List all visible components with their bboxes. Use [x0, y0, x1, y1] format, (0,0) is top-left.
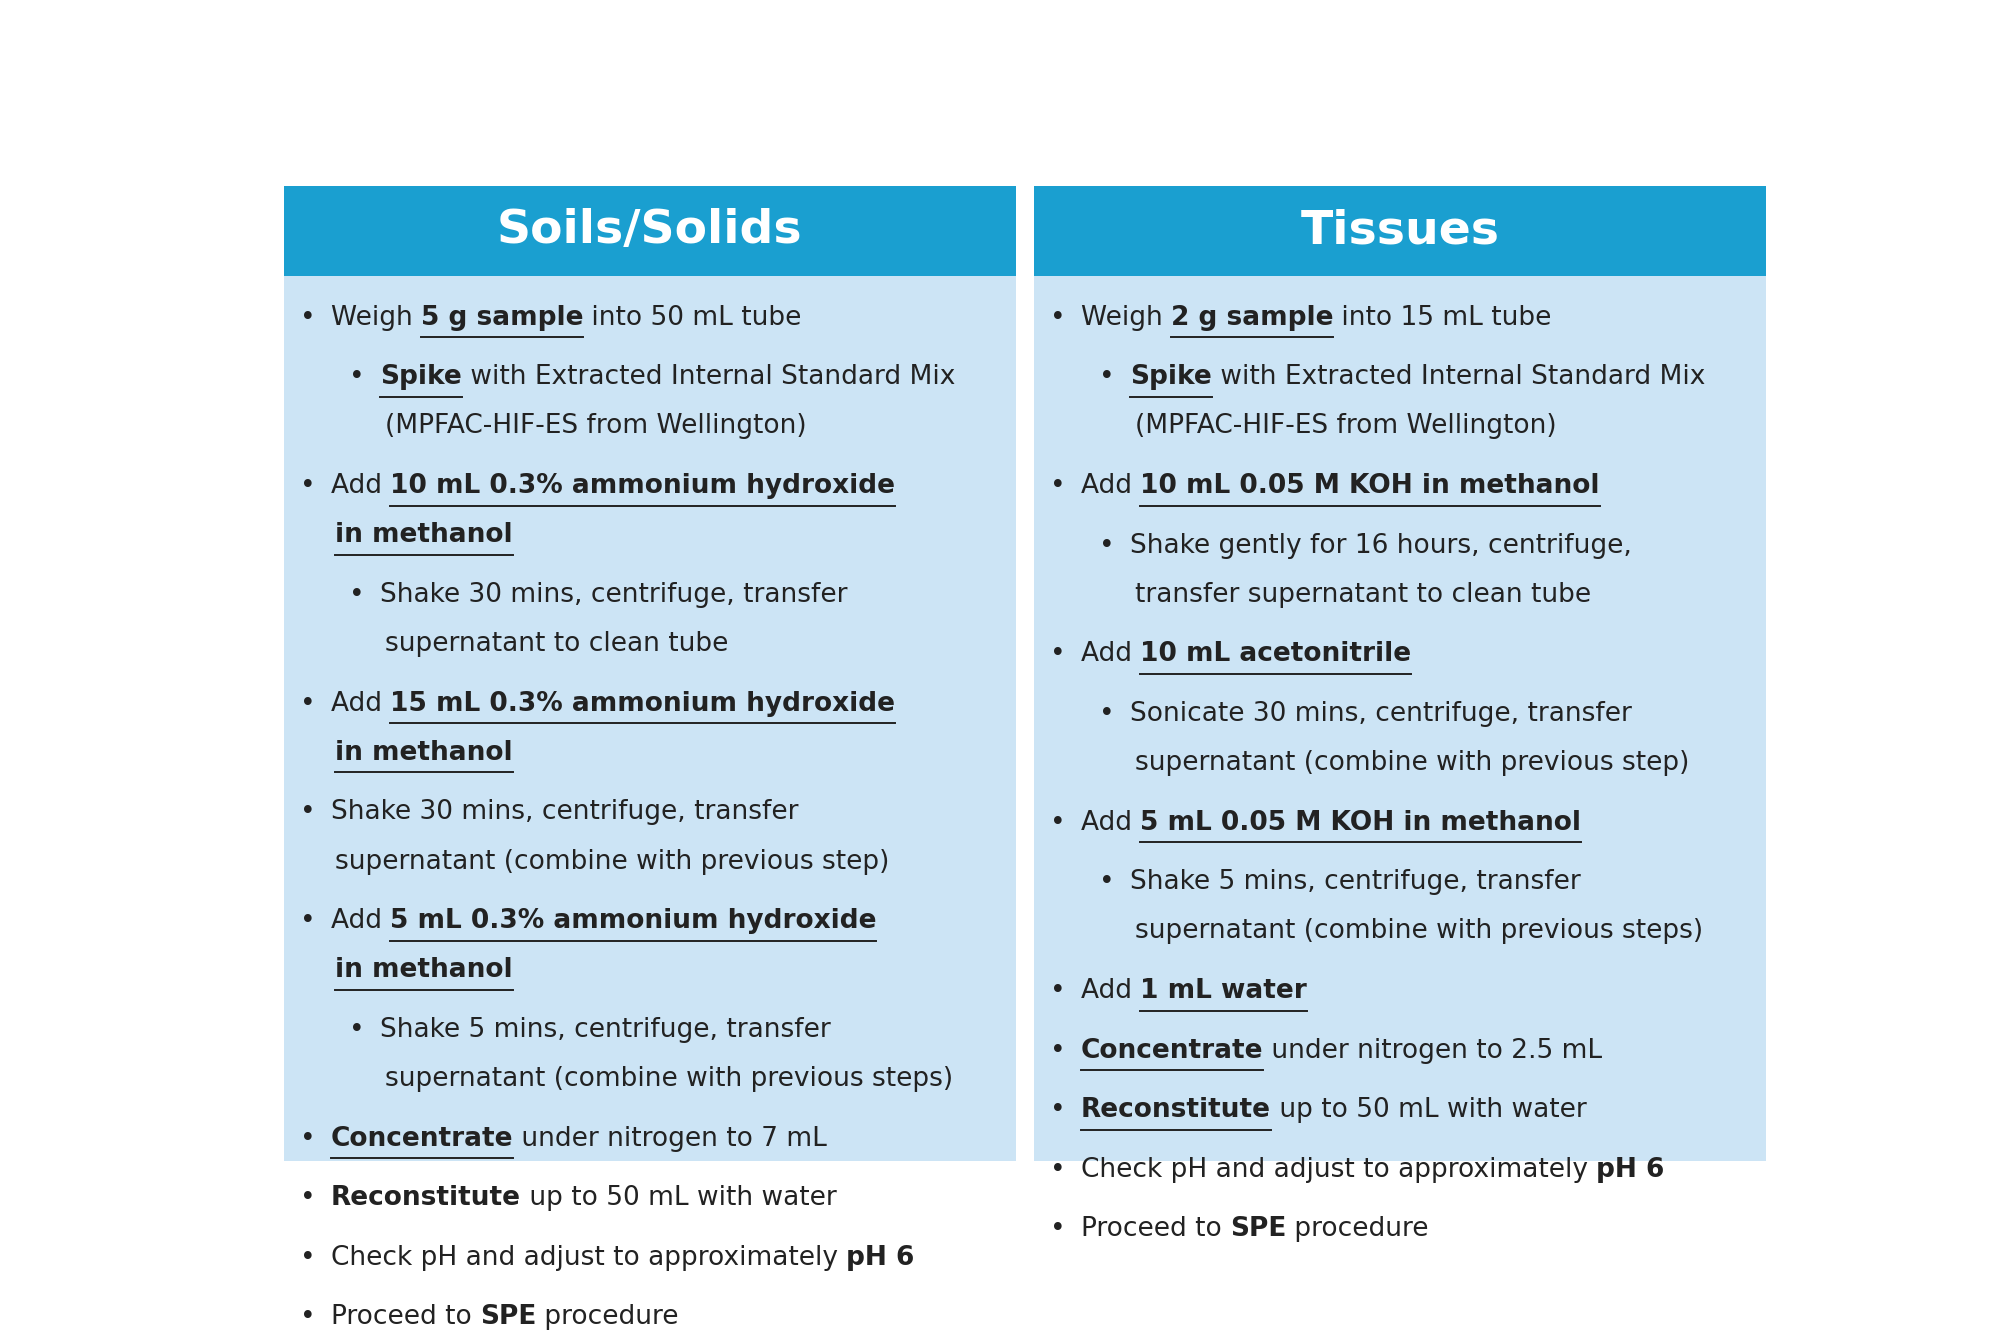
- Text: Add: Add: [330, 690, 390, 717]
- Text: in methanol: in methanol: [336, 957, 512, 984]
- Text: 10 mL 0.3% ammonium hydroxide: 10 mL 0.3% ammonium hydroxide: [390, 473, 894, 499]
- Text: •: •: [300, 1305, 316, 1330]
- FancyBboxPatch shape: [284, 276, 1016, 1161]
- Text: Shake 5 mins, centrifuge, transfer: Shake 5 mins, centrifuge, transfer: [380, 1017, 830, 1042]
- Text: Add: Add: [1080, 473, 1140, 499]
- Text: Spike: Spike: [380, 364, 462, 391]
- Text: up to 50 mL with water: up to 50 mL with water: [1270, 1097, 1586, 1124]
- Text: with Extracted Internal Standard Mix: with Extracted Internal Standard Mix: [1212, 364, 1706, 391]
- Text: in methanol: in methanol: [336, 523, 512, 548]
- Text: Check pH and adjust to approximately: Check pH and adjust to approximately: [1080, 1157, 1596, 1182]
- Text: •: •: [1100, 364, 1116, 391]
- Text: SPE: SPE: [480, 1305, 536, 1330]
- Text: in methanol: in methanol: [336, 740, 512, 766]
- Text: Add: Add: [1080, 809, 1140, 836]
- Text: under nitrogen to 2.5 mL: under nitrogen to 2.5 mL: [1264, 1037, 1602, 1064]
- Text: •: •: [350, 364, 364, 391]
- Text: 15 mL 0.3% ammonium hydroxide: 15 mL 0.3% ammonium hydroxide: [390, 690, 894, 717]
- Text: under nitrogen to 7 mL: under nitrogen to 7 mL: [514, 1126, 826, 1152]
- Text: •: •: [1050, 1157, 1066, 1182]
- Text: (MPFAC-HIF-ES from Wellington): (MPFAC-HIF-ES from Wellington): [1136, 413, 1556, 440]
- Text: •: •: [300, 1126, 316, 1152]
- Text: •: •: [350, 1017, 364, 1042]
- Text: •: •: [300, 1245, 316, 1270]
- Text: •: •: [1050, 978, 1066, 1004]
- Text: supernatant (combine with previous step): supernatant (combine with previous step): [336, 849, 890, 874]
- Text: into 50 mL tube: into 50 mL tube: [584, 305, 802, 331]
- Text: SPE: SPE: [1230, 1216, 1286, 1242]
- Text: up to 50 mL with water: up to 50 mL with water: [520, 1185, 836, 1212]
- Text: •: •: [1050, 473, 1066, 499]
- Text: •: •: [1050, 1216, 1066, 1242]
- Text: Check pH and adjust to approximately: Check pH and adjust to approximately: [330, 1245, 846, 1270]
- FancyBboxPatch shape: [284, 185, 1016, 276]
- Text: 5 mL 0.3% ammonium hydroxide: 5 mL 0.3% ammonium hydroxide: [390, 908, 876, 934]
- Text: •: •: [1100, 533, 1116, 559]
- Text: Add: Add: [330, 908, 390, 934]
- Text: Concentrate: Concentrate: [330, 1126, 514, 1152]
- Text: with Extracted Internal Standard Mix: with Extracted Internal Standard Mix: [462, 364, 956, 391]
- Text: •: •: [300, 1185, 316, 1212]
- Text: •: •: [1100, 701, 1116, 726]
- Text: Proceed to: Proceed to: [330, 1305, 480, 1330]
- Text: supernatant (combine with previous steps): supernatant (combine with previous steps…: [1136, 918, 1704, 945]
- Text: •: •: [350, 581, 364, 608]
- Text: supernatant (combine with previous steps): supernatant (combine with previous steps…: [384, 1066, 952, 1092]
- FancyBboxPatch shape: [1034, 185, 1766, 276]
- Text: •: •: [300, 800, 316, 825]
- Text: 10 mL acetonitrile: 10 mL acetonitrile: [1140, 641, 1412, 668]
- Text: into 15 mL tube: into 15 mL tube: [1334, 305, 1552, 331]
- Text: Add: Add: [1080, 641, 1140, 668]
- Text: Reconstitute: Reconstitute: [330, 1185, 520, 1212]
- Text: •: •: [300, 305, 316, 331]
- Text: 2 g sample: 2 g sample: [1170, 305, 1334, 331]
- Text: Reconstitute: Reconstitute: [1080, 1097, 1270, 1124]
- Text: supernatant (combine with previous step): supernatant (combine with previous step): [1136, 750, 1690, 776]
- Text: Shake gently for 16 hours, centrifuge,: Shake gently for 16 hours, centrifuge,: [1130, 533, 1632, 559]
- Text: Add: Add: [330, 473, 390, 499]
- Text: Tissues: Tissues: [1300, 208, 1500, 253]
- Text: Weigh: Weigh: [330, 305, 420, 331]
- Text: •: •: [1100, 869, 1116, 896]
- FancyBboxPatch shape: [1034, 276, 1766, 1161]
- Text: 10 mL 0.05 M KOH in methanol: 10 mL 0.05 M KOH in methanol: [1140, 473, 1600, 499]
- Text: Spike: Spike: [1130, 364, 1212, 391]
- Text: Shake 5 mins, centrifuge, transfer: Shake 5 mins, centrifuge, transfer: [1130, 869, 1582, 896]
- Text: •: •: [1050, 1097, 1066, 1124]
- Text: procedure: procedure: [536, 1305, 678, 1330]
- Text: Sonicate 30 mins, centrifuge, transfer: Sonicate 30 mins, centrifuge, transfer: [1130, 701, 1632, 726]
- Text: Weigh: Weigh: [1080, 305, 1170, 331]
- Text: •: •: [300, 690, 316, 717]
- Text: Add: Add: [1080, 978, 1140, 1004]
- Text: procedure: procedure: [1286, 1216, 1428, 1242]
- Text: Soils/Solids: Soils/Solids: [498, 208, 802, 253]
- Text: •: •: [1050, 809, 1066, 836]
- Text: •: •: [300, 473, 316, 499]
- Text: pH 6: pH 6: [1596, 1157, 1664, 1182]
- Text: Shake 30 mins, centrifuge, transfer: Shake 30 mins, centrifuge, transfer: [330, 800, 798, 825]
- Text: •: •: [1050, 641, 1066, 668]
- Text: Concentrate: Concentrate: [1080, 1037, 1264, 1064]
- Text: 5 mL 0.05 M KOH in methanol: 5 mL 0.05 M KOH in methanol: [1140, 809, 1582, 836]
- Text: Proceed to: Proceed to: [1080, 1216, 1230, 1242]
- Text: (MPFAC-HIF-ES from Wellington): (MPFAC-HIF-ES from Wellington): [384, 413, 806, 440]
- Text: •: •: [300, 908, 316, 934]
- Text: •: •: [1050, 1037, 1066, 1064]
- Text: •: •: [1050, 305, 1066, 331]
- Text: Shake 30 mins, centrifuge, transfer: Shake 30 mins, centrifuge, transfer: [380, 581, 848, 608]
- Text: transfer supernatant to clean tube: transfer supernatant to clean tube: [1136, 581, 1592, 608]
- Text: supernatant to clean tube: supernatant to clean tube: [384, 631, 728, 657]
- Text: 1 mL water: 1 mL water: [1140, 978, 1306, 1004]
- Text: pH 6: pH 6: [846, 1245, 914, 1270]
- Text: 5 g sample: 5 g sample: [420, 305, 584, 331]
